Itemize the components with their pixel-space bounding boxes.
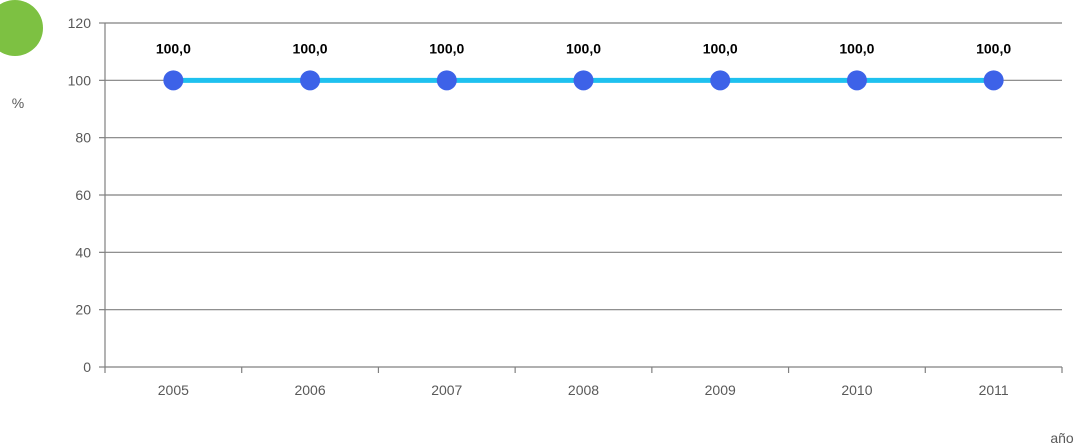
x-tick-label: 2010: [841, 382, 872, 398]
y-tick-label: 0: [83, 359, 91, 375]
y-tick-label: 40: [75, 244, 91, 260]
x-tick-label: 2005: [158, 382, 189, 398]
data-point-marker: [983, 70, 1004, 91]
y-tick-label: 100: [68, 72, 92, 88]
data-point-marker: [163, 70, 184, 91]
tick-labels: 0 20 40 60 80 100 120 2005 2006 2007 2008 2009 2010 2…: [68, 15, 1009, 398]
data-point-marker: [436, 70, 457, 91]
series: 100,0 100,0 100,0 100,0 100,0 100,0 100,0: [156, 40, 1011, 91]
x-tick-label: 2006: [294, 382, 325, 398]
grid-lines: [105, 22, 1062, 311]
x-tick-label: 2008: [568, 382, 599, 398]
y-axis-unit-label: %: [12, 95, 24, 111]
x-tick-label: 2007: [431, 382, 462, 398]
y-tick-label: 80: [75, 130, 91, 146]
y-tick-label: 20: [75, 302, 91, 318]
y-tick-label: 120: [68, 15, 92, 31]
data-point-marker: [573, 70, 594, 91]
data-label: 100,0: [839, 40, 874, 56]
x-tick-label: 2009: [705, 382, 736, 398]
badge-icon: [0, 0, 43, 56]
data-point-marker: [300, 70, 321, 91]
data-label: 100,0: [156, 40, 191, 56]
data-point-marker: [710, 70, 731, 91]
data-label: 100,0: [976, 40, 1011, 56]
data-label: 100,0: [703, 40, 738, 56]
x-tick-label: 2011: [979, 382, 1009, 398]
axes: [99, 22, 1063, 373]
data-label: 100,0: [293, 40, 328, 56]
y-tick-label: 60: [75, 187, 91, 203]
data-label: 100,0: [429, 40, 464, 56]
data-label: 100,0: [566, 40, 601, 56]
data-point-marker: [846, 70, 867, 91]
x-axis-unit-label: año: [1050, 430, 1074, 446]
